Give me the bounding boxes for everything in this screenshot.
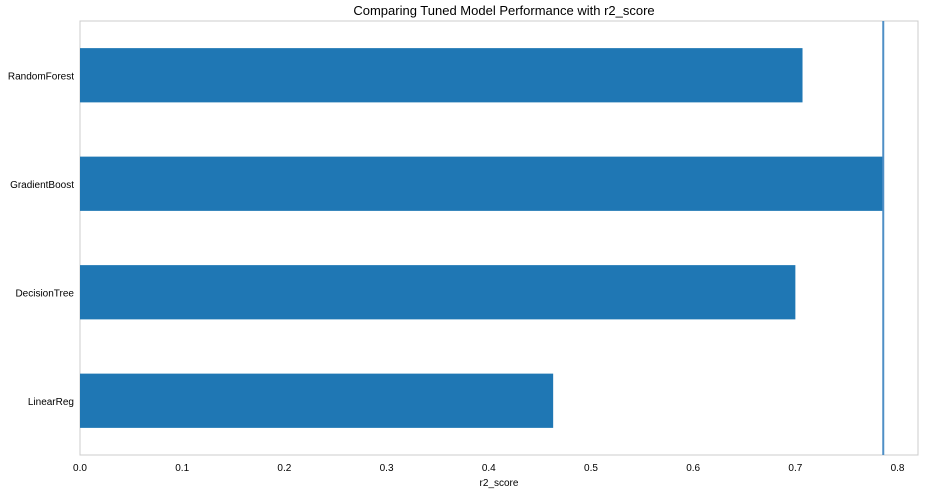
y-tick-label-randomforest: RandomForest [8, 71, 74, 82]
bar-randomforest [80, 48, 803, 103]
x-tick-labels: 0.0 0.1 0.2 0.3 0.4 0.5 0.6 0.7 0.8 [73, 463, 905, 474]
chart-title: Comparing Tuned Model Performance with r… [353, 3, 654, 18]
bar-decisiontree [80, 265, 796, 320]
x-tick-label: 0.8 [891, 463, 905, 474]
bar-linearreg [80, 373, 554, 428]
bar-gradientboost [80, 156, 884, 211]
x-tick-label: 0.0 [73, 463, 87, 474]
x-tick-label: 0.5 [584, 463, 598, 474]
x-tick-label: 0.2 [277, 463, 291, 474]
x-axis-label: r2_score [480, 478, 519, 489]
plot-frame [79, 20, 919, 456]
x-tick-label: 0.7 [788, 463, 802, 474]
x-tick-label: 0.3 [380, 463, 394, 474]
y-tick-label-gradientboost: GradientBoost [10, 180, 74, 191]
x-tick-label: 0.6 [686, 463, 700, 474]
x-tick-label: 0.4 [482, 463, 496, 474]
x-tick-label: 0.1 [175, 463, 189, 474]
y-tick-labels: LinearReg DecisionTree GradientBoost Random… [8, 71, 75, 408]
bars-group [80, 48, 884, 428]
y-tick-label-linearreg: LinearReg [28, 397, 74, 408]
y-tick-label-decisiontree: DecisionTree [15, 288, 74, 299]
